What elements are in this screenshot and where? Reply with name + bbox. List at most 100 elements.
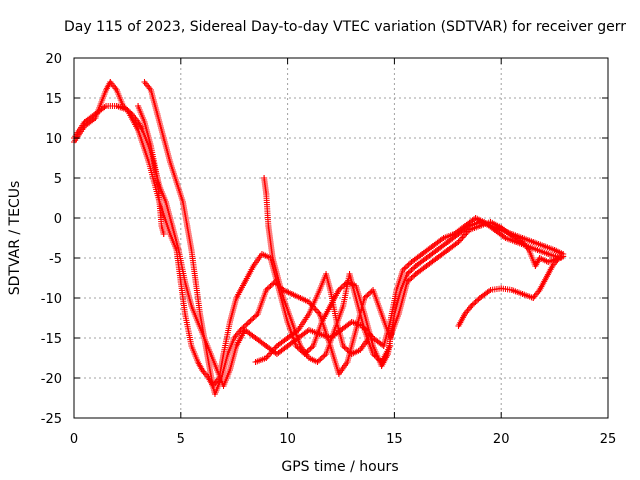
- data-point: [305, 311, 312, 317]
- data-point: [141, 79, 148, 85]
- data-point: [340, 343, 347, 349]
- data-point: [284, 335, 291, 341]
- data-point: [273, 343, 280, 349]
- data-point: [423, 263, 430, 269]
- data-point: [508, 232, 515, 239]
- data-point: [551, 247, 558, 253]
- x-tick-label: 10: [279, 432, 296, 447]
- data-point: [220, 383, 227, 389]
- data-point: [451, 231, 458, 237]
- data-point: [327, 303, 334, 309]
- data-point: [549, 263, 556, 269]
- data-point: [201, 335, 208, 341]
- series-marks: [141, 79, 562, 397]
- data-point: [365, 335, 372, 341]
- data-point: [423, 255, 430, 261]
- data-point: [179, 199, 186, 205]
- data-point: [455, 239, 462, 245]
- data-point: [226, 319, 233, 325]
- data-point: [560, 253, 567, 260]
- data-point: [412, 271, 419, 277]
- data-point: [147, 143, 154, 149]
- x-tick-label: 5: [177, 432, 185, 447]
- data-point: [434, 255, 441, 261]
- data-series: [71, 79, 567, 397]
- data-point: [184, 223, 191, 229]
- data-point: [468, 303, 475, 309]
- data-point: [387, 319, 394, 325]
- data-point: [113, 87, 120, 93]
- data-point: [263, 191, 270, 197]
- data-point: [103, 103, 110, 109]
- data-point: [261, 175, 268, 181]
- x-tick-label: 0: [70, 432, 78, 447]
- data-point: [273, 351, 280, 357]
- data-point: [263, 355, 270, 361]
- data-point: [525, 247, 532, 253]
- data-point: [252, 359, 259, 365]
- data-point: [173, 179, 180, 185]
- data-point: [284, 343, 291, 349]
- data-point: [267, 239, 274, 245]
- data-point: [440, 235, 447, 241]
- data-point: [461, 223, 468, 229]
- data-point: [103, 87, 110, 93]
- data-point: [378, 359, 385, 365]
- data-point: [252, 335, 259, 341]
- data-point: [182, 311, 189, 317]
- data-point: [297, 343, 304, 349]
- y-tick-label: 0: [54, 212, 62, 227]
- data-point: [128, 111, 135, 117]
- axis-ticks: 0 5 10 15 20 25 -25 -20 -15 -10 -5 0 5 10 15 20: [41, 52, 617, 447]
- data-point: [357, 347, 364, 353]
- data-point: [160, 231, 167, 237]
- data-point: [269, 255, 276, 261]
- y-tick-label: 15: [45, 92, 62, 107]
- data-point: [393, 287, 400, 293]
- grid: [74, 58, 608, 418]
- data-point: [534, 247, 541, 253]
- data-point: [297, 295, 304, 301]
- data-point: [263, 287, 270, 293]
- y-tick-label: -15: [41, 332, 62, 347]
- chart-title: Day 115 of 2023, Sidereal Day-to-day VTE…: [64, 19, 626, 35]
- data-point: [487, 219, 494, 225]
- data-point: [352, 295, 359, 301]
- data-point: [197, 311, 204, 317]
- data-point: [175, 247, 182, 253]
- series-track-g: [455, 253, 567, 329]
- data-point: [167, 159, 174, 165]
- data-point: [182, 279, 189, 285]
- data-point: [536, 255, 543, 261]
- series-track-c: [141, 79, 562, 397]
- data-point: [508, 287, 515, 293]
- series-track-a: [71, 103, 567, 389]
- data-point: [335, 371, 342, 377]
- data-point: [408, 259, 415, 265]
- data-point: [310, 343, 317, 349]
- data-point: [113, 103, 120, 109]
- data-point: [92, 115, 99, 121]
- data-point: [455, 323, 462, 329]
- data-point: [327, 287, 334, 293]
- data-point: [81, 123, 88, 129]
- x-tick-label: 15: [386, 432, 403, 447]
- data-point: [160, 135, 167, 141]
- data-point: [491, 227, 498, 233]
- data-point: [434, 247, 441, 253]
- data-point: [530, 239, 537, 245]
- data-point: [487, 287, 494, 293]
- data-point: [194, 359, 201, 365]
- data-point: [545, 259, 552, 265]
- data-point: [258, 251, 265, 257]
- data-point: [323, 271, 330, 277]
- data-point: [395, 311, 402, 317]
- data-point: [378, 311, 385, 317]
- data-point: [218, 375, 225, 381]
- data-point: [412, 263, 419, 269]
- data-point: [429, 243, 436, 249]
- data-point: [154, 175, 161, 181]
- data-point: [536, 287, 543, 293]
- data-point: [519, 239, 526, 245]
